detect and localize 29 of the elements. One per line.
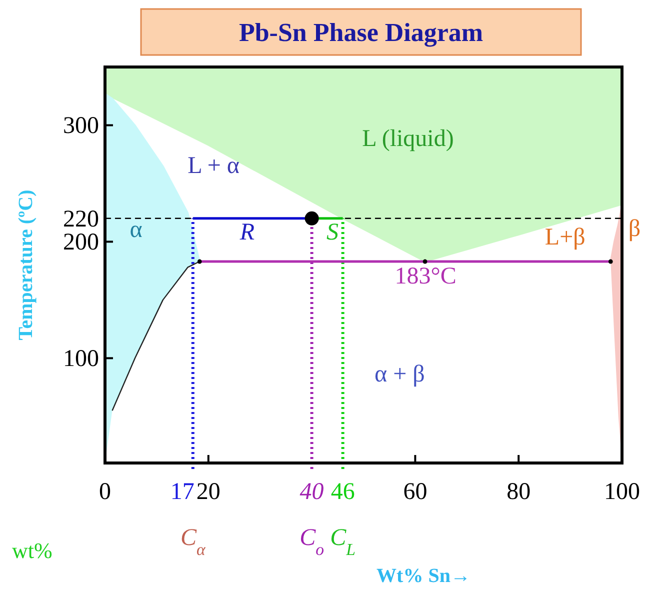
x-axis-title: Wt% Sn→	[376, 565, 470, 587]
text: wt%	[12, 538, 52, 563]
annotation: S	[326, 219, 338, 246]
text: C$_{L}$	[330, 525, 356, 558]
annotation: L (liquid)	[362, 126, 454, 152]
text: C$_{α}$	[180, 525, 206, 558]
chart-title: Pb-Sn Phase Diagram	[238, 18, 484, 47]
x-tick-label: 80	[506, 479, 531, 505]
x-tick-label: 100	[604, 479, 640, 505]
x-tick-label: 20	[196, 479, 220, 505]
y-axis-title: Temperature (ºC)	[15, 190, 37, 340]
annotation: α	[130, 217, 143, 244]
annotation: 183°C	[394, 264, 456, 290]
ref-line-label: 46	[330, 479, 355, 505]
x-tick-label: 0	[99, 479, 111, 505]
x-tick-label: 60	[403, 479, 428, 505]
text: C$_{o}$	[300, 525, 324, 558]
annotation: β	[628, 216, 641, 242]
line-series	[112, 260, 200, 412]
ref-line-label: 40	[300, 479, 324, 505]
ref-line-label: 17	[170, 479, 194, 505]
y-tick-label: 100	[63, 346, 99, 372]
annotation: R	[238, 219, 255, 246]
ref-line-label: 220	[63, 206, 99, 232]
annotation: α + β	[374, 361, 425, 388]
y-tick-label: 200	[63, 230, 99, 256]
annotation: L + α	[188, 152, 240, 179]
y-tick-label: 300	[63, 113, 99, 140]
annotation: L+β	[544, 224, 586, 251]
